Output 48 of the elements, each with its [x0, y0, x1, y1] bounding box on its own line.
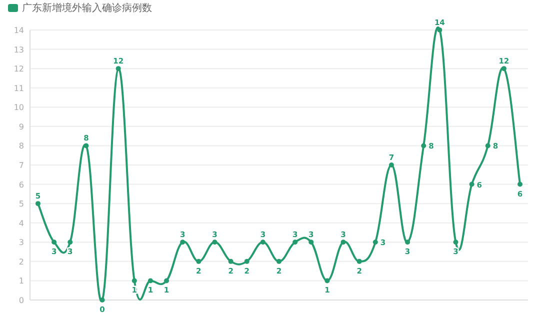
point	[84, 143, 89, 148]
point	[116, 66, 121, 72]
point	[292, 240, 298, 245]
y-tick-label: 14	[14, 26, 24, 35]
line-series	[36, 26, 522, 302]
point	[372, 240, 378, 245]
y-tick-label: 0	[18, 296, 24, 305]
legend-label: 广东新增境外输入确诊病例数	[22, 2, 152, 14]
point	[244, 258, 250, 264]
y-tick-label: 2	[18, 257, 24, 266]
point	[501, 66, 506, 72]
y-tick-label: 7	[18, 161, 24, 170]
y-tick-label: 6	[18, 180, 24, 190]
y-tick-label: 13	[14, 45, 24, 54]
point	[485, 143, 490, 148]
y-tick-label: 4	[18, 218, 24, 228]
point	[518, 182, 522, 187]
point	[132, 278, 137, 284]
y-tick-label: 11	[14, 84, 24, 93]
point	[164, 278, 170, 284]
point	[340, 240, 346, 245]
y-tick-label: 3	[18, 238, 24, 248]
point	[388, 162, 394, 168]
y-tick-label: 12	[14, 64, 24, 74]
point	[308, 240, 314, 245]
point	[356, 258, 362, 264]
y-tick-label: 10	[14, 103, 24, 112]
point	[276, 258, 282, 264]
point	[180, 240, 186, 245]
point	[52, 240, 57, 245]
y-tick-label: 8	[18, 142, 24, 151]
y-tick-label: 9	[18, 122, 24, 132]
point	[212, 240, 218, 245]
point	[324, 278, 330, 284]
y-tick-label: 1	[18, 276, 24, 286]
point	[469, 182, 474, 187]
y-tick-label: 5	[18, 200, 24, 209]
point	[100, 298, 105, 302]
point	[421, 143, 426, 148]
point	[228, 258, 234, 264]
point	[437, 28, 442, 32]
point	[405, 240, 410, 245]
point	[260, 240, 266, 245]
point	[68, 240, 73, 245]
point	[453, 240, 458, 245]
point	[196, 258, 202, 264]
point	[148, 278, 153, 284]
point	[36, 201, 40, 206]
